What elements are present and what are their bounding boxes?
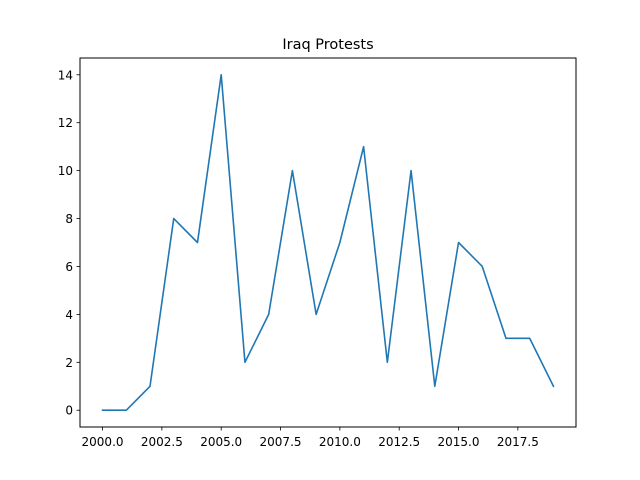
y-tick-label: 12 xyxy=(58,116,73,130)
y-tick-label: 6 xyxy=(65,260,73,274)
data-point xyxy=(553,385,555,387)
data-point xyxy=(505,337,507,339)
x-tick-label: 2005.0 xyxy=(200,435,242,449)
x-axis-ticks: 2000.0 2002.5 2005.0 2007.5 2010.0 2012.5 2015… xyxy=(82,427,539,449)
series-layer xyxy=(101,73,555,412)
x-tick-label: 2015.0 xyxy=(438,435,480,449)
plot-frame xyxy=(79,57,577,428)
y-tick-label: 0 xyxy=(65,404,73,418)
x-tick-label: 2017.5 xyxy=(497,435,539,449)
data-point xyxy=(339,242,341,244)
x-tick-label: 2012.5 xyxy=(378,435,420,449)
data-point xyxy=(102,409,104,411)
y-tick-label: 14 xyxy=(58,68,73,82)
data-point xyxy=(363,146,365,148)
x-tick-label: 2000.0 xyxy=(82,435,124,449)
x-tick-label: 2010.0 xyxy=(319,435,361,449)
data-point xyxy=(268,313,270,315)
data-point xyxy=(315,313,317,315)
y-tick-label: 4 xyxy=(65,308,73,322)
data-point xyxy=(481,266,483,268)
series-line xyxy=(101,73,555,412)
data-point xyxy=(292,170,294,172)
data-point xyxy=(386,361,388,363)
data-point xyxy=(125,409,127,411)
data-point xyxy=(529,337,531,339)
y-axis-ticks: 0 2 4 6 8 10 12 14 xyxy=(58,68,80,418)
x-tick-label: 2002.5 xyxy=(141,435,183,449)
data-point xyxy=(434,385,436,387)
data-point xyxy=(244,361,246,363)
y-tick-label: 2 xyxy=(65,356,73,370)
x-tick-label: 2007.5 xyxy=(260,435,302,449)
y-tick-label: 8 xyxy=(65,212,73,226)
chart-title: Iraq Protests xyxy=(282,37,373,53)
data-point xyxy=(220,74,222,76)
data-point xyxy=(149,385,151,387)
y-tick-label: 10 xyxy=(58,164,73,178)
data-point xyxy=(410,170,412,172)
data-point xyxy=(173,218,175,220)
data-point xyxy=(458,242,460,244)
data-point xyxy=(197,242,199,244)
